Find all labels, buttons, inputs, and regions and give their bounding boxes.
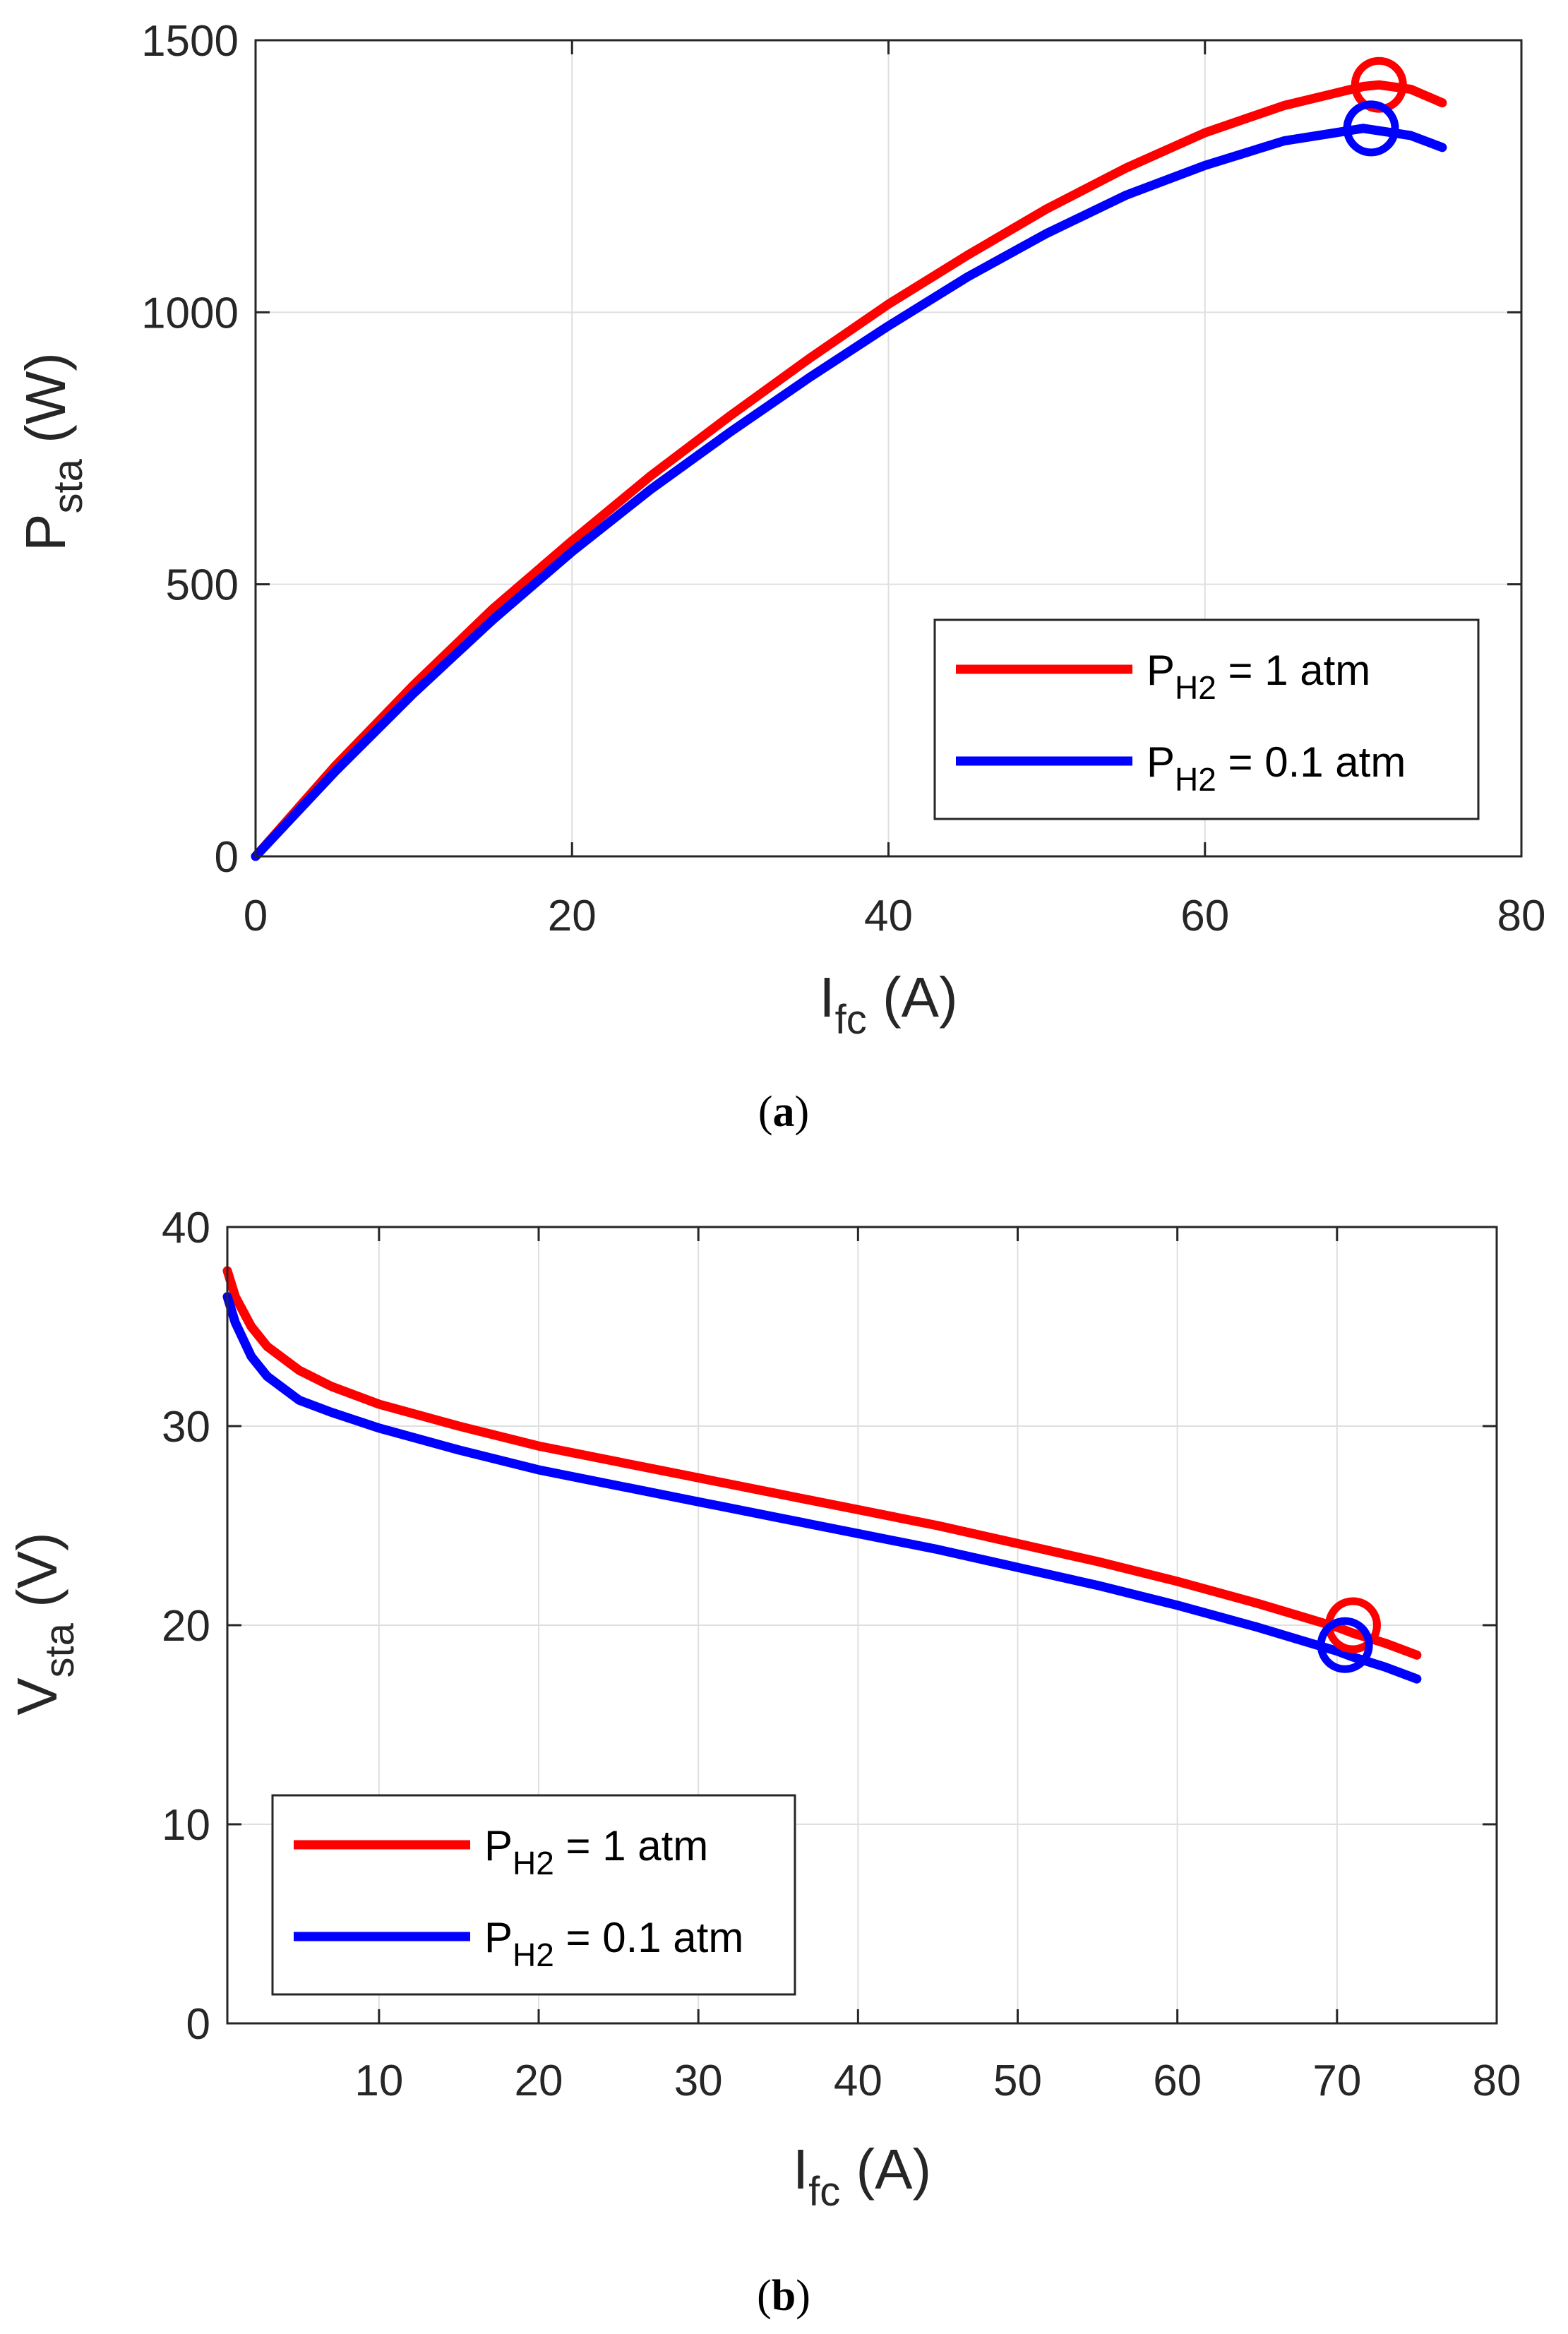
y-tick-label: 30: [162, 1403, 210, 1452]
x-tick-label: 40: [834, 2057, 882, 2105]
x-axis-label: Ifc (A): [819, 966, 957, 1043]
x-axis-label-main: I: [819, 966, 834, 1029]
x-axis-label-unit: (A): [840, 2138, 931, 2201]
series-line-2: [222, 1292, 1422, 1684]
legend-box: [933, 618, 1480, 820]
y-tick-label: 1500: [141, 17, 239, 66]
x-tick-label: 30: [674, 2057, 723, 2105]
legend-label-1: PH2 = 1 atm: [1147, 647, 1370, 706]
y-tick-label: 20: [162, 1602, 210, 1651]
legend-label-sub: H2: [513, 1845, 554, 1881]
x-axis-label-sub: fc: [808, 2169, 840, 2215]
caption-a: (a): [758, 1088, 809, 1136]
chart-panel-a: 0 20 40 60 80 0 500 1000 1500 Ifc (A) Psta (W) PH2 …: [14, 17, 1545, 1043]
chart-panel-b: 10 20 30 40 50 60 70 80 0 10 20 30 40 Ifc (A) Vsta (V)…: [6, 1204, 1521, 2215]
max-power-marker-2: [1317, 1617, 1373, 1673]
y-axis-label-unit: (V): [6, 1532, 68, 1623]
legend-label-main: P: [484, 1914, 513, 1961]
x-tick-label: 60: [1180, 892, 1229, 940]
x-tick-label: 70: [1312, 2057, 1361, 2105]
x-tick-label: 80: [1473, 2057, 1521, 2105]
legend-label-main: P: [1147, 738, 1175, 786]
y-axis-label: Psta (W): [14, 352, 91, 551]
x-tick-label: 50: [993, 2057, 1042, 2105]
legend-label-rest: = 0.1 atm: [554, 1914, 743, 1961]
x-axis-label-main: I: [793, 2138, 808, 2201]
y-axis-label-unit: (W): [14, 352, 77, 459]
y-tick-label: 0: [215, 833, 239, 882]
x-axis-label-sub: fc: [835, 997, 867, 1043]
legend-label-2: PH2 = 0.1 atm: [1147, 738, 1406, 798]
x-tick-label: 60: [1153, 2057, 1202, 2105]
series-line-1: [222, 1266, 1422, 1660]
x-tick-label: 40: [864, 892, 913, 940]
series-line-1: [251, 80, 1447, 861]
legend-label-sub: H2: [1175, 761, 1216, 798]
caption-b: (b): [757, 2272, 810, 2320]
max-power-marker-2: [1343, 100, 1399, 157]
x-tick-label: 10: [354, 2057, 403, 2105]
y-tick-label: 500: [166, 561, 239, 610]
y-axis-label-sub: sta: [45, 458, 91, 513]
legend-label-main: P: [484, 1822, 513, 1869]
y-tick-label: 10: [162, 1801, 210, 1850]
x-axis-label: Ifc (A): [793, 2138, 931, 2215]
legend-box: [271, 1794, 796, 1996]
y-tick-label: 40: [162, 1204, 210, 1252]
legend-label-rest: = 1 atm: [554, 1822, 708, 1869]
legend-label-1: PH2 = 1 atm: [484, 1822, 708, 1881]
series-line-2: [251, 124, 1447, 861]
x-tick-label: 0: [244, 892, 268, 940]
x-tick-label: 20: [515, 2057, 563, 2105]
y-axis-label-main: P: [14, 514, 77, 551]
legend-label-rest: = 1 atm: [1216, 647, 1370, 694]
y-axis-label-sub: sta: [37, 1622, 83, 1677]
y-tick-label: 0: [186, 2000, 210, 2049]
legend-label-main: P: [1147, 647, 1175, 694]
x-tick-label: 80: [1497, 892, 1546, 940]
legend-label-sub: H2: [513, 1937, 554, 1973]
x-axis-label-unit: (A): [867, 966, 958, 1029]
y-axis-label-main: V: [6, 1677, 68, 1716]
y-axis-label: Vsta (V): [6, 1532, 83, 1716]
y-tick-label: 1000: [141, 289, 239, 337]
legend-label-rest: = 0.1 atm: [1216, 738, 1406, 786]
legend-label-sub: H2: [1175, 669, 1216, 706]
legend-label-2: PH2 = 0.1 atm: [484, 1914, 743, 1973]
x-tick-label: 20: [548, 892, 597, 940]
